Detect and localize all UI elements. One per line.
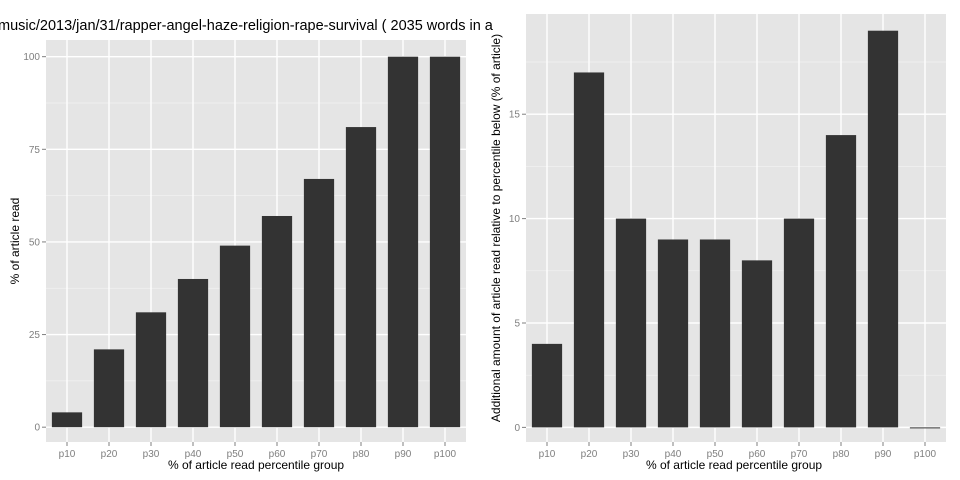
left-chart-title: music/2013/jan/31/rapper-angel-haze-reli… xyxy=(0,18,494,34)
x-tick-label: p10 xyxy=(59,449,76,460)
x-tick-label: p40 xyxy=(185,449,202,460)
left-y-axis: 0 25 50 75 100 xyxy=(23,52,46,434)
x-tick-label: p60 xyxy=(269,449,286,460)
left-y-axis-title: % of article read xyxy=(8,198,22,285)
bar-p70 xyxy=(303,178,335,428)
x-tick-label: p30 xyxy=(623,449,640,460)
x-tick-label: p70 xyxy=(791,449,808,460)
left-chart: music/2013/jan/31/rapper-angel-haze-reli… xyxy=(0,18,494,472)
bar-p50 xyxy=(699,239,731,428)
x-tick-label: p10 xyxy=(539,449,556,460)
bar-p20 xyxy=(573,72,605,428)
x-tick-label: p20 xyxy=(581,449,598,460)
bar-p30 xyxy=(135,312,167,428)
bar-p100 xyxy=(909,427,941,429)
x-tick-label: p100 xyxy=(434,449,457,460)
x-tick-label: p30 xyxy=(143,449,160,460)
bar-p80 xyxy=(825,135,857,428)
right-x-axis-title: % of article read percentile group xyxy=(646,458,822,472)
x-tick-label: p90 xyxy=(395,449,412,460)
bar-p60 xyxy=(741,260,773,428)
x-tick-label: p40 xyxy=(665,449,682,460)
x-tick-label: p60 xyxy=(749,449,766,460)
x-tick-label: p50 xyxy=(707,449,724,460)
bar-p40 xyxy=(177,278,209,428)
x-tick-label: p20 xyxy=(101,449,118,460)
x-tick-label: p80 xyxy=(353,449,370,460)
y-tick-label: 75 xyxy=(29,145,41,156)
y-tick-label: 100 xyxy=(23,52,40,63)
bar-p60 xyxy=(261,215,293,428)
bar-p70 xyxy=(783,218,815,428)
left-x-axis: p10 p20 p30 p40 p50 p60 p70 p80 p90 p100 xyxy=(59,442,457,460)
right-x-axis: p10 p20 p30 p40 p50 p60 p70 p80 p90 p100 xyxy=(539,442,937,460)
bar-p20 xyxy=(93,349,125,428)
y-tick-label: 50 xyxy=(29,237,41,248)
right-y-axis-title: Additional amount of article read relati… xyxy=(489,34,503,422)
y-tick-label: 0 xyxy=(514,423,520,434)
y-tick-label: 0 xyxy=(34,423,40,434)
x-tick-label: p90 xyxy=(875,449,892,460)
left-bars xyxy=(51,56,461,428)
y-tick-label: 5 xyxy=(514,318,520,329)
bar-p40 xyxy=(657,239,689,428)
x-tick-label: p100 xyxy=(914,449,937,460)
bar-p10 xyxy=(531,343,563,428)
y-tick-label: 25 xyxy=(29,330,41,341)
right-chart: 0 5 10 15 p10 p20 p30 p40 p50 p60 p70 p80 p90 p100 %… xyxy=(489,14,946,472)
bar-p10 xyxy=(51,412,83,428)
bar-p90 xyxy=(387,56,419,428)
y-tick-label: 15 xyxy=(509,110,521,121)
bar-p30 xyxy=(615,218,647,428)
right-y-axis: 0 5 10 15 xyxy=(509,110,526,434)
right-bars xyxy=(531,30,941,429)
bar-p90 xyxy=(867,30,899,428)
x-tick-label: p70 xyxy=(311,449,328,460)
left-x-axis-title: % of article read percentile group xyxy=(168,458,344,472)
x-tick-label: p80 xyxy=(833,449,850,460)
bar-p100 xyxy=(429,56,461,428)
y-tick-label: 10 xyxy=(509,214,521,225)
x-tick-label: p50 xyxy=(227,449,244,460)
bar-p80 xyxy=(345,127,377,428)
bar-p50 xyxy=(219,245,251,428)
